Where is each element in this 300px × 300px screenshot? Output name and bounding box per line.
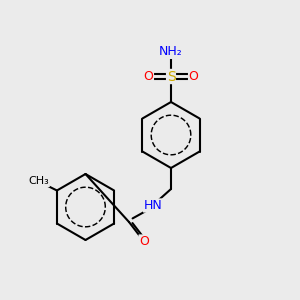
Text: O: O (139, 235, 149, 248)
Text: O: O (144, 70, 153, 83)
Text: S: S (167, 70, 176, 83)
Text: HN: HN (144, 199, 162, 212)
Text: NH₂: NH₂ (159, 45, 183, 58)
Text: CH₃: CH₃ (28, 176, 49, 187)
Text: O: O (189, 70, 198, 83)
